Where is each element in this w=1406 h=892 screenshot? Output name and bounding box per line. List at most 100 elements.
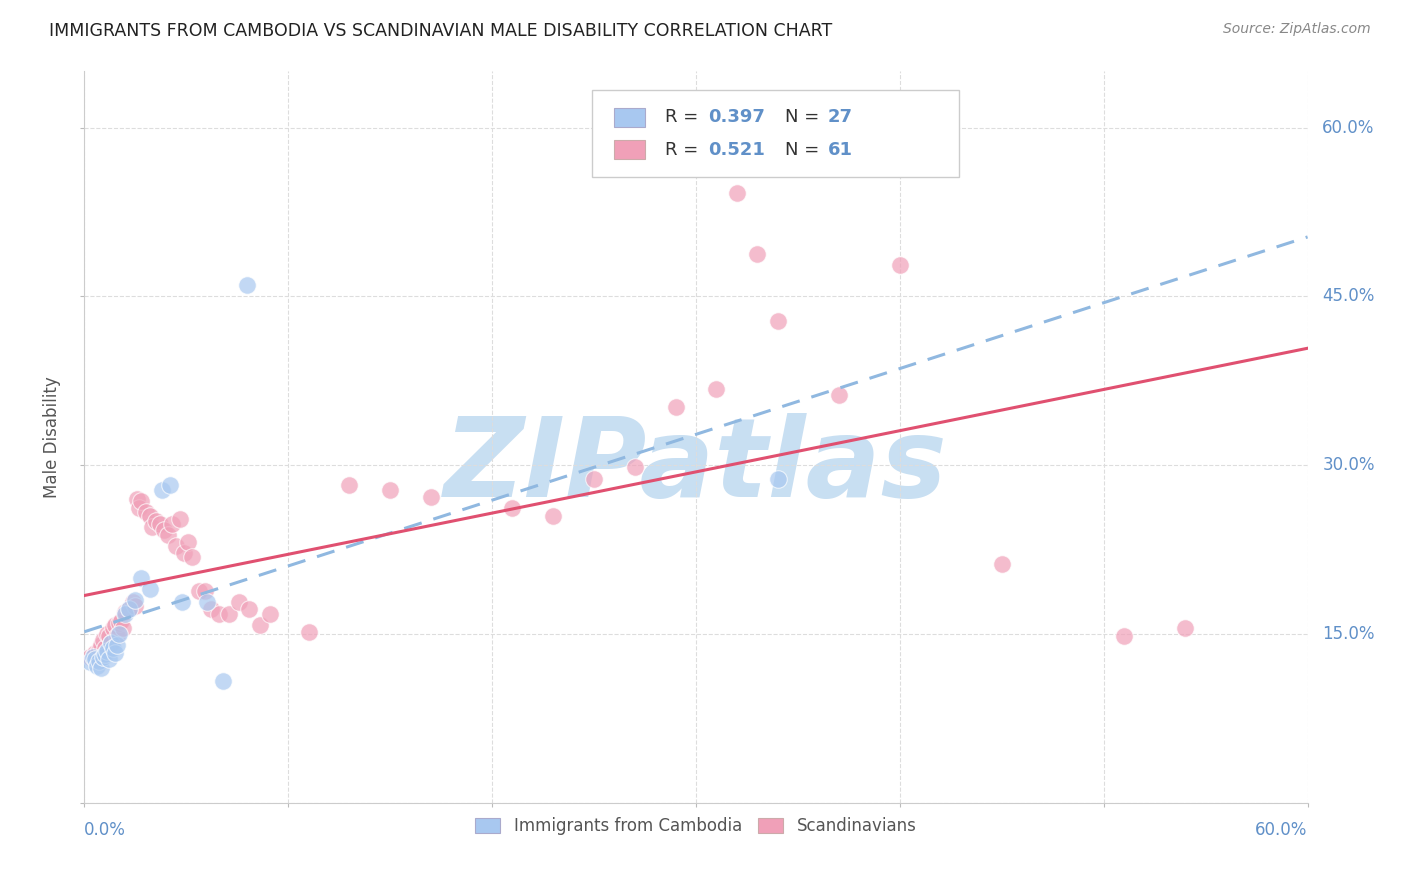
Point [82,649,104,664]
Text: N =: N = [786,141,825,159]
Text: IMMIGRANTS FROM CAMBODIA VS SCANDINAVIAN MALE DISABILITY CORRELATION CHART: IMMIGRANTS FROM CAMBODIA VS SCANDINAVIAN… [49,22,832,40]
Text: 61: 61 [828,141,853,159]
Text: R =: R = [665,109,704,127]
Point [502,500,524,515]
Point [79,655,101,669]
Legend: Immigrants from Cambodia, Scandinavians: Immigrants from Cambodia, Scandinavians [468,811,924,842]
Point [1174,621,1197,635]
Text: 60.0%: 60.0% [1322,119,1375,136]
Point [159,478,181,492]
Point [706,382,728,396]
Point [747,246,769,260]
Point [112,621,135,635]
Text: R =: R = [665,141,704,159]
Point [173,546,195,560]
Point [114,605,136,619]
Point [100,636,122,650]
Point [766,314,789,328]
Point [194,584,217,599]
Point [141,520,163,534]
Point [86,658,108,673]
Point [104,646,127,660]
Point [90,638,112,652]
Point [177,534,200,549]
Text: 60.0%: 60.0% [1256,821,1308,839]
Point [110,614,132,628]
Point [96,644,118,658]
Text: N =: N = [786,109,825,127]
Point [150,483,173,497]
Point [212,674,235,689]
Point [138,508,160,523]
FancyBboxPatch shape [614,108,644,127]
Point [991,558,1014,572]
Point [93,640,115,655]
Point [169,512,191,526]
Text: Source: ZipAtlas.com: Source: ZipAtlas.com [1223,22,1371,37]
Text: 0.397: 0.397 [709,109,765,127]
Point [1114,629,1136,643]
Text: 45.0%: 45.0% [1322,287,1375,305]
Y-axis label: Male Disability: Male Disability [44,376,62,498]
Point [90,661,112,675]
Text: ZIPatlas: ZIPatlas [444,413,948,520]
Point [128,500,150,515]
Point [79,649,101,664]
Point [828,388,851,402]
Text: 0.0%: 0.0% [84,821,127,839]
Point [105,638,128,652]
Point [97,629,120,643]
Point [339,478,361,492]
Point [87,642,110,657]
Text: 0.521: 0.521 [709,141,765,159]
Text: 27: 27 [828,109,853,127]
Point [127,491,149,506]
Point [420,490,443,504]
Point [583,472,606,486]
Point [208,607,231,621]
Point [725,186,748,200]
Point [172,595,194,609]
Point [108,615,131,630]
Point [131,494,153,508]
Point [624,460,647,475]
Point [200,602,222,616]
Point [101,621,124,635]
Point [118,602,141,616]
Point [160,516,183,531]
Point [138,582,160,596]
Point [195,595,218,609]
Point [181,550,204,565]
Point [889,258,911,272]
Point [124,593,146,607]
Text: 30.0%: 30.0% [1322,456,1375,475]
Point [380,483,402,497]
Point [105,629,128,643]
Point [135,506,157,520]
Point [108,627,131,641]
Point [100,636,122,650]
Point [249,618,271,632]
Point [153,524,176,538]
Point [156,528,179,542]
Point [124,599,146,613]
Point [83,646,105,660]
Point [238,602,260,616]
Point [83,652,105,666]
FancyBboxPatch shape [592,90,959,178]
Point [145,515,167,529]
Point [543,508,565,523]
Point [114,607,136,621]
Point [118,602,141,616]
Point [91,632,114,647]
Point [87,654,110,668]
Point [766,472,789,486]
Point [131,571,153,585]
Point [228,595,250,609]
Point [298,624,321,639]
FancyBboxPatch shape [614,140,644,159]
Point [187,584,209,599]
Point [665,400,688,414]
Point [149,516,172,531]
Point [218,607,240,621]
